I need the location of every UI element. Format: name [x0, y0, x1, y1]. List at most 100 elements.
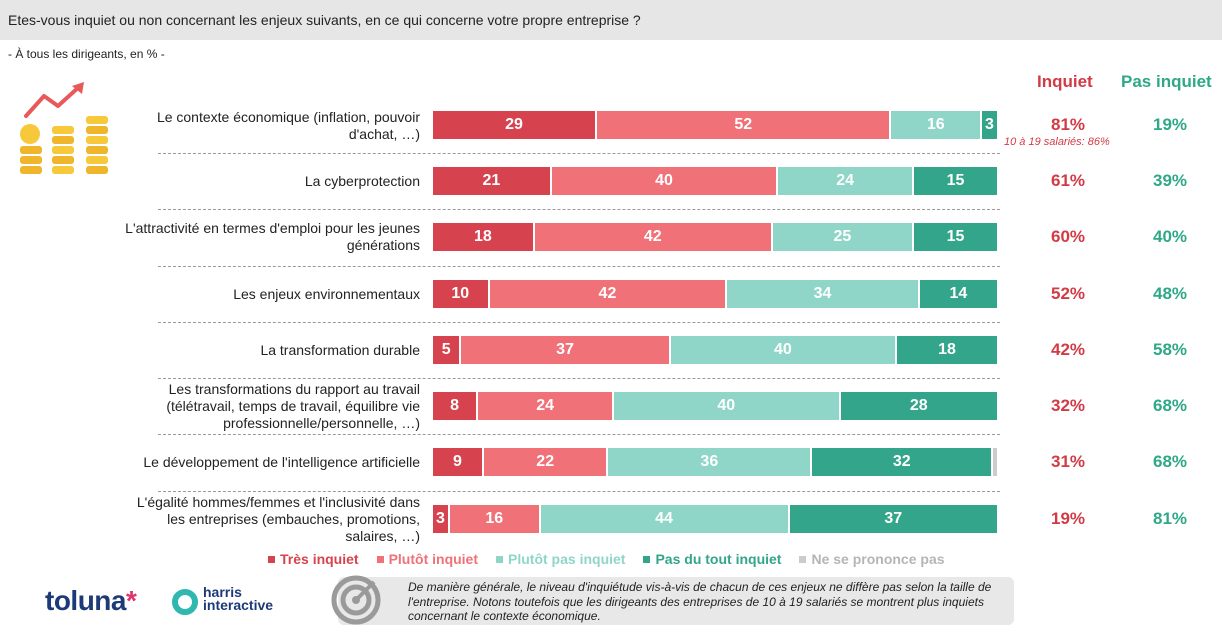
bar-segment: 42 [534, 223, 773, 251]
total-inquiet: 32% [1050, 396, 1086, 415]
toluna-logo: toluna* [45, 585, 137, 617]
asterisk-icon: * [126, 585, 137, 616]
legend-label: Très inquiet [280, 551, 359, 567]
bar-segment: 3 [982, 111, 999, 139]
legend-item-plutot-pas-inquiet: Plutôt pas inquiet [496, 551, 625, 567]
bar-segment: 18 [433, 223, 535, 251]
bar-segment: 9 [433, 448, 484, 476]
bar-row: 3 16 44 37 [433, 505, 999, 533]
footer-note-box [338, 577, 1014, 625]
row-label: Les enjeux environnementaux [233, 286, 420, 302]
question-title: Etes-vous inquiet ou non concernant les … [8, 12, 641, 28]
bar-row: 8 24 40 28 [433, 392, 999, 420]
legend-swatch [376, 555, 384, 563]
bar-segment: 34 [727, 280, 920, 308]
legend-item-tres-inquiet: Très inquiet [268, 551, 359, 567]
total-pas-inquiet: 68% [1152, 452, 1188, 471]
row-separator [158, 378, 1000, 379]
bar-row: 18 42 25 15 [433, 223, 999, 251]
bar-segment: 28 [840, 392, 999, 420]
bar-segment: 32 [812, 448, 994, 476]
legend-label: Pas du tout inquiet [655, 551, 782, 567]
bar-segment: 37 [461, 336, 671, 364]
bar-segment: 16 [449, 505, 541, 533]
bar-segment: 40 [670, 336, 898, 364]
row-separator [158, 209, 1000, 210]
legend-label: Ne se prononce pas [811, 551, 945, 567]
legend-item-nsp: Ne se prononce pas [799, 551, 945, 567]
legend-item-plutot-inquiet: Plutôt inquiet [376, 551, 479, 567]
total-inquiet: 42% [1050, 340, 1086, 359]
row-label: La transformation durable [260, 342, 420, 358]
bar-segment: 3 [433, 505, 450, 533]
legend-swatch [799, 555, 807, 563]
total-pas-inquiet: 19% [1152, 115, 1188, 134]
legend-swatch [268, 555, 275, 563]
legend: Très inquiet Plutôt inquiet Plutôt pas i… [268, 551, 945, 567]
bar-segment: 40 [551, 167, 779, 195]
bar-segment: 36 [608, 448, 813, 476]
harris-wordmark: harris [203, 584, 242, 600]
total-pas-inquiet: 40% [1152, 227, 1188, 246]
bar-segment: 52 [597, 111, 892, 139]
row-separator [158, 434, 1000, 435]
bar-segment: 29 [433, 111, 598, 139]
bar-segment: 25 [772, 223, 915, 251]
legend-item-pas-du-tout: Pas du tout inquiet [643, 551, 781, 567]
bar-segment: 10 [433, 280, 490, 308]
total-inquiet: 52% [1050, 284, 1086, 303]
base-subtitle: - À tous les dirigeants, en % - [8, 47, 165, 61]
bar-segment: 24 [778, 167, 915, 195]
bar-segment: 8 [433, 392, 479, 420]
economy-coins-icon [20, 82, 108, 174]
footer-note-text: De manière générale, le niveau d'inquiét… [408, 580, 992, 623]
legend-label: Plutôt pas inquiet [508, 551, 626, 567]
total-inquiet: 19% [1050, 509, 1086, 528]
total-pas-inquiet: 39% [1152, 171, 1188, 190]
total-inquiet: 61% [1050, 171, 1086, 190]
total-pas-inquiet: 58% [1152, 340, 1188, 359]
legend-swatch [643, 555, 651, 563]
toluna-wordmark: toluna [45, 585, 127, 616]
bar-segment [993, 448, 999, 476]
legend-label: Plutôt inquiet [388, 551, 479, 567]
row-separator [158, 266, 1000, 267]
bar-segment: 18 [897, 336, 999, 364]
row-separator [158, 322, 1000, 323]
bar-segment: 22 [483, 448, 609, 476]
bar-row: 21 40 24 15 [433, 167, 999, 195]
bar-row: 29 52 16 3 [433, 111, 999, 139]
row-label: Le contexte économique (inflation, pouvo… [156, 109, 420, 142]
header-pas-inquiet: Pas inquiet [1121, 72, 1212, 91]
target-icon [331, 575, 381, 625]
bar-segment: 24 [478, 392, 615, 420]
total-pas-inquiet: 48% [1152, 284, 1188, 303]
bar-segment: 44 [540, 505, 790, 533]
bar-segment: 15 [914, 167, 999, 195]
bar-row: 5 37 40 18 [433, 336, 999, 364]
row-label: L'attractivité en termes d'emploi pour l… [125, 220, 420, 253]
harris-interactive-logo: harris interactive [203, 584, 274, 613]
bar-segment: 16 [891, 111, 982, 139]
row-separator [158, 491, 1000, 492]
bar-row: 9 22 36 32 [433, 448, 999, 476]
bar-segment: 40 [614, 392, 841, 420]
bar-row: 10 42 34 14 [433, 280, 999, 308]
header-inquiet: Inquiet [1037, 72, 1093, 91]
bar-segment: 42 [489, 280, 728, 308]
question-banner [0, 0, 1222, 40]
harris-ring-icon [172, 589, 198, 615]
total-pas-inquiet: 68% [1152, 396, 1188, 415]
legend-swatch [496, 555, 504, 563]
row-label: Les transformations du rapport au travai… [166, 381, 420, 431]
interactive-wordmark: interactive [203, 597, 274, 613]
total-inquiet: 81% [1050, 115, 1086, 134]
total-pas-inquiet: 81% [1152, 509, 1188, 528]
bar-segment: 37 [789, 505, 999, 533]
row-separator [158, 153, 1000, 154]
bar-segment: 14 [919, 280, 999, 308]
bar-segment: 5 [433, 336, 462, 364]
row-label: La cyberprotection [304, 173, 420, 189]
bar-segment: 15 [914, 223, 999, 251]
row-label: L'égalité hommes/femmes et l'inclusivité… [136, 494, 420, 544]
